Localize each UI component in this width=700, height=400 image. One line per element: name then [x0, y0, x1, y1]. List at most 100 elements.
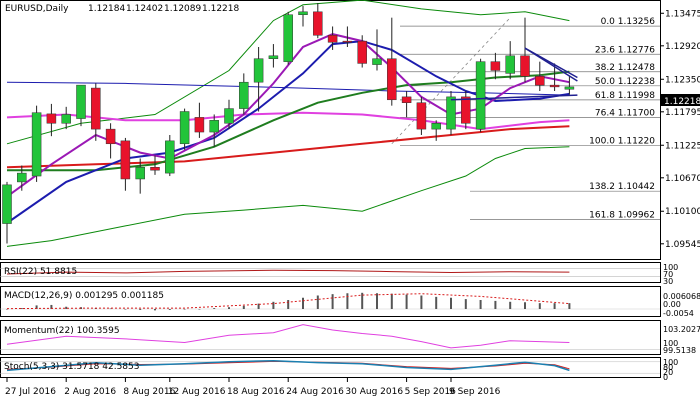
header-high: 1.12402 — [126, 4, 163, 14]
macd-plot — [0, 292, 660, 311]
macd-histogram-bar — [198, 309, 201, 310]
candle-body — [135, 166, 145, 180]
candle-body — [564, 86, 575, 90]
macd-histogram-bar — [287, 300, 290, 309]
candle-body — [401, 96, 412, 103]
macd-histogram-bar — [257, 303, 260, 309]
rsi-plot — [0, 268, 660, 277]
momentum-label: Momentum(22) 100.3595 — [4, 326, 120, 336]
momentum-panel-frame — [0, 320, 661, 355]
current-price-label: 1.12218 — [664, 97, 700, 107]
header-symbol: EURUSD,Daily — [5, 4, 69, 14]
candle-body — [31, 112, 42, 177]
stoch-plot — [0, 359, 660, 374]
fib-level-label: 100.0 1.11220 — [589, 137, 655, 147]
momentum-axis-top: 103.2027 — [663, 325, 700, 334]
macd-histogram-bar — [509, 301, 512, 309]
macd-histogram-bar — [154, 309, 156, 311]
momentum-axis-bottom: 99.5138 — [663, 346, 696, 355]
macd-histogram-bar — [213, 308, 216, 309]
momentum-line — [6, 324, 570, 349]
date-tick-label: 18 Aug 2016 — [227, 387, 285, 397]
date-tick-label: 27 Jul 2016 — [5, 387, 56, 397]
stoch-k-line — [6, 359, 570, 372]
price-tick-label: 1.11225 — [665, 141, 700, 151]
fib-anchor-dash — [391, 17, 511, 145]
stoch-axis-80: 80 — [663, 363, 673, 372]
macd-histogram-bar — [50, 304, 53, 309]
trendline — [524, 47, 578, 82]
candle-body — [313, 11, 323, 36]
candle-body — [76, 84, 86, 119]
macd-axis-bottom: -0.0054 — [663, 309, 694, 318]
macd-histogram-bar — [65, 306, 68, 309]
fib-level-label: 161.8 1.09962 — [589, 210, 655, 220]
macd-signal-line — [6, 293, 570, 310]
candle-body — [298, 11, 308, 15]
candle-body — [91, 87, 101, 130]
macd-histogram-bar — [20, 308, 23, 309]
macd-histogram-bar — [183, 309, 186, 310]
stoch-panel-frame — [0, 357, 661, 378]
ma-magenta-line — [6, 111, 570, 131]
macd-panel-frame — [0, 286, 661, 317]
candle-body — [283, 14, 293, 62]
candle-body — [327, 35, 338, 43]
candle-body — [520, 55, 530, 77]
candle-body — [105, 128, 116, 145]
fibonacci-group: 0.0 1.13256 23.6 1.12776 38.2 1.12478 50.0 … — [391, 17, 660, 220]
macd-histogram-bar — [390, 293, 393, 309]
stoch-axis-100: 100 — [663, 358, 678, 367]
macd-histogram-bar — [272, 301, 275, 309]
macd-histogram-bar — [139, 309, 142, 310]
candle-body — [253, 58, 264, 83]
date-tick-label: 8 Aug 2016 — [123, 387, 175, 397]
price-tick-label: 1.13475 — [665, 9, 700, 19]
fib-level-label: 76.4 1.11700 — [595, 108, 655, 118]
fib-level-label: 23.6 1.12776 — [595, 45, 655, 55]
price-tick-label: 1.10670 — [665, 174, 700, 184]
candle-body — [387, 58, 397, 101]
macd-histogram-bar — [376, 293, 378, 309]
macd-histogram-bar — [168, 309, 171, 310]
candle-body — [165, 140, 175, 174]
header-close: 1.12218 — [202, 4, 239, 14]
macd-label: MACD(12,26,9) 0.001295 0.001185 — [4, 291, 164, 301]
macd-histogram-bar — [228, 307, 230, 309]
macd-histogram-bar — [538, 303, 541, 309]
macd-histogram-bar — [124, 309, 127, 310]
candle-body — [461, 96, 471, 124]
candle-body — [209, 120, 219, 133]
candle-body — [490, 61, 501, 71]
candle-body — [179, 111, 190, 145]
rsi-label: RSI(22) 51.8815 — [4, 267, 77, 277]
macd-axis-zero: 0.00 — [663, 300, 681, 309]
candle-body — [194, 117, 205, 133]
macd-histogram-bar — [109, 308, 112, 310]
header-open: 1.12184 — [88, 4, 125, 14]
macd-histogram-bar — [242, 305, 245, 309]
ma-purple-line — [6, 33, 570, 198]
fib-level-label: 38.2 1.12478 — [595, 63, 655, 73]
macd-histogram-bar — [568, 303, 571, 309]
macd-histogram-bar — [361, 292, 364, 309]
ma-green-line — [7, 70, 570, 172]
fib-level-label: 0.0 1.13256 — [601, 17, 656, 27]
date-tick-label: 12 Aug 2016 — [168, 387, 226, 397]
candle-body — [268, 55, 279, 59]
rsi-line — [6, 269, 570, 275]
candle-body — [505, 55, 515, 74]
candle-body — [342, 40, 353, 43]
macd-histogram-bar — [316, 295, 319, 309]
candle-body — [61, 114, 71, 124]
macd-histogram-bar — [35, 305, 38, 309]
stoch-label: Stoch(5,3,3) 31.5718 42.5853 — [4, 362, 139, 372]
momentum-axis-mid: 100 — [663, 339, 678, 348]
date-tick-label: 9 Sep 2016 — [449, 387, 501, 397]
macd-histogram-bar — [405, 294, 408, 309]
bollinger-lower-line — [6, 146, 570, 247]
macd-axis-top: 0.006068 — [663, 292, 700, 301]
candle-body — [475, 61, 486, 130]
